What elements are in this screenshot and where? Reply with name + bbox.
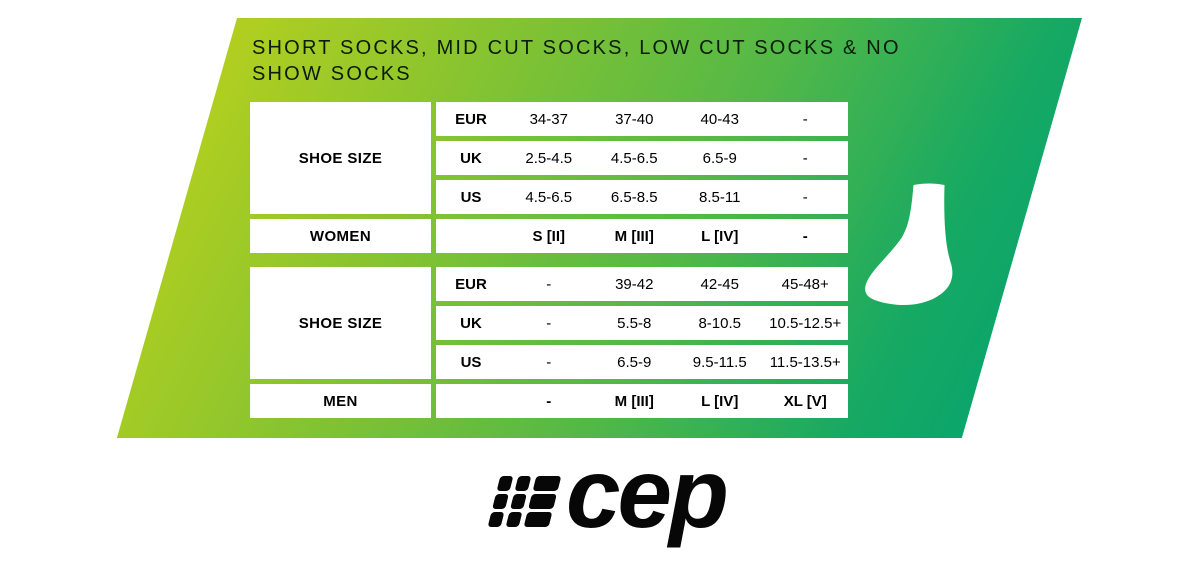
row-label: UK [460, 149, 482, 167]
cep-logo-text: cep [566, 438, 729, 548]
cell-value: 5.5-8 [617, 314, 652, 332]
cell-value: 11.5-13.5+ [769, 353, 841, 371]
cell-value: 6.5-8.5 [610, 188, 658, 206]
table-row-women-us: US 4.5-6.5 6.5-8.5 8.5-11 - [436, 180, 848, 214]
page-title: SHORT SOCKS, MID CUT SOCKS, LOW CUT SOCK… [252, 36, 952, 87]
cell-value: 40-43 [700, 110, 739, 128]
row-label: EUR [455, 275, 487, 293]
size-value: - [546, 392, 552, 410]
cell-value: - [802, 149, 808, 167]
cell-value: - [802, 188, 808, 206]
logo-dot [496, 476, 514, 491]
cell-value: 4.5-6.5 [610, 149, 658, 167]
logo-dot [528, 494, 557, 509]
row-label: US [460, 188, 482, 206]
cell-value: 6.5-9 [702, 149, 737, 167]
cell-value: 39-42 [615, 275, 654, 293]
cell-value: 9.5-11.5 [692, 353, 747, 371]
row-label: EUR [455, 110, 487, 128]
cell-value: 45-48+ [781, 275, 829, 293]
table-row-men-eur: EUR - 39-42 42-45 45-48+ [436, 267, 848, 301]
size-value: M [III] [614, 392, 654, 410]
logo-dot [487, 512, 505, 527]
cell-value: 8.5-11 [699, 188, 741, 206]
logo-dot [523, 512, 553, 527]
category-label-women: WOMEN [250, 219, 431, 253]
table-row-men-sizes: - M [III] L [IV] XL [V] [436, 384, 848, 418]
page-title-line1: SHORT SOCKS, MID CUT SOCKS, LOW CUT SOCK… [252, 37, 901, 59]
page-title-line2: SHOW SOCKS [252, 62, 412, 85]
logo-dot [532, 476, 562, 491]
cell-value: - [546, 314, 552, 332]
table-row-men-uk: UK - 5.5-8 8-10.5 10.5-12.5+ [436, 306, 848, 340]
cell-value: 34-37 [529, 110, 568, 128]
logo-dot [492, 494, 509, 509]
row-label: US [460, 353, 482, 371]
cell-value: - [802, 110, 808, 128]
table-row-women-uk: UK 2.5-4.5 4.5-6.5 6.5-9 - [436, 141, 848, 175]
size-value: S [II] [532, 227, 566, 245]
table-row-men-us: US - 6.5-9 9.5-11.5 11.5-13.5+ [436, 345, 848, 379]
size-value: XL [V] [783, 392, 827, 410]
size-value: M [III] [614, 227, 654, 245]
cell-value: 42-45 [700, 275, 739, 293]
logo-dot [514, 476, 532, 491]
shoe-size-group-label: SHOE SIZE [250, 267, 431, 379]
size-value: L [IV] [701, 227, 739, 245]
cell-value: 10.5-12.5+ [769, 314, 842, 332]
cell-value: 2.5-4.5 [525, 149, 573, 167]
shoe-size-group-label: SHOE SIZE [250, 102, 431, 214]
size-value: L [IV] [701, 392, 739, 410]
table-row-women-sizes: S [II] M [III] L [IV] - [436, 219, 848, 253]
logo-dot [510, 494, 527, 509]
row-label: UK [460, 314, 482, 332]
cell-value: 8-10.5 [698, 314, 742, 332]
table-row-women-eur: EUR 34-37 37-40 40-43 - [436, 102, 848, 136]
category-label-men: MEN [250, 384, 431, 418]
cep-logo-grid-icon [487, 476, 562, 527]
cell-value: - [546, 353, 552, 371]
cell-value: 4.5-6.5 [525, 188, 573, 206]
size-table-men: SHOE SIZE EUR - 39-42 42-45 45-48+ UK - … [250, 267, 848, 418]
size-table-women: SHOE SIZE EUR 34-37 37-40 40-43 - UK 2.5… [250, 102, 848, 253]
logo-dot [505, 512, 523, 527]
size-value: - [802, 227, 808, 245]
cell-value: 37-40 [615, 110, 654, 128]
cell-value: 6.5-9 [617, 353, 652, 371]
sock-icon [865, 183, 953, 306]
cell-value: - [546, 275, 552, 293]
